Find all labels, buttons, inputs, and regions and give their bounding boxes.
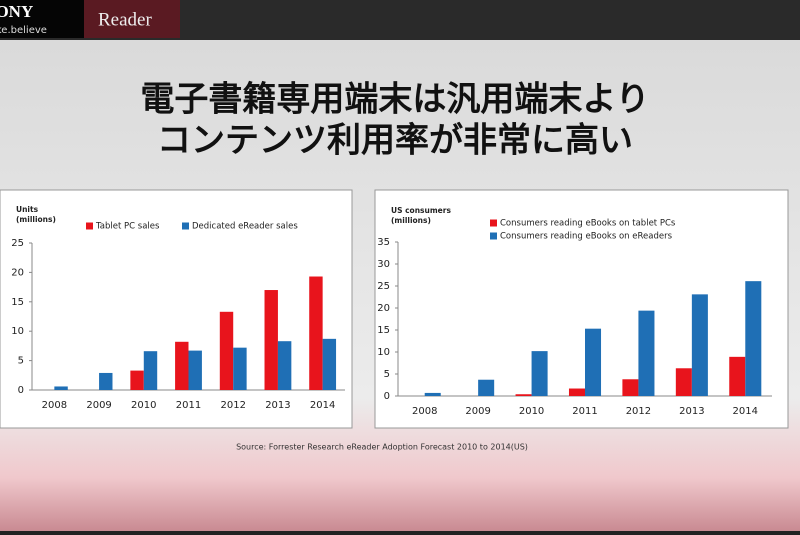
bar (264, 290, 278, 390)
y-axis-label: US consumers (391, 206, 451, 215)
legend-label: Consumers reading eBooks on eReaders (500, 232, 673, 242)
bar (675, 368, 692, 396)
bar (188, 350, 202, 390)
chart-panel (0, 189, 353, 429)
tagline: make.believe (0, 25, 47, 36)
bar (691, 294, 708, 396)
x-tick-label: 2009 (465, 406, 490, 417)
slide-title: コンテンツ利用率が非常に高い (157, 121, 633, 161)
brand-box (0, 0, 84, 38)
bar (277, 341, 292, 390)
x-tick-label: 2013 (679, 406, 704, 417)
legend-label: Tablet PC sales (95, 222, 160, 232)
bar (638, 310, 655, 396)
source-note: Source: Forrester Research eReader Adopt… (236, 443, 528, 452)
x-tick-label: 2009 (86, 400, 111, 411)
x-tick-label: 2011 (572, 406, 597, 417)
y-tick-label: 0 (384, 391, 390, 402)
bar (729, 356, 746, 396)
y-tick-label: 10 (11, 326, 24, 337)
bar (745, 281, 762, 396)
y-tick-label: 20 (11, 267, 24, 278)
y-axis-label: (millions) (16, 215, 56, 224)
x-tick-label: 2012 (626, 406, 651, 417)
bar (622, 379, 639, 396)
product: Reader (98, 9, 152, 30)
y-tick-label: 5 (18, 356, 24, 367)
x-tick-label: 2010 (519, 406, 544, 417)
legend-label: Dedicated eReader sales (192, 222, 298, 232)
legend-swatch (490, 219, 497, 227)
bar (143, 351, 158, 390)
y-tick-label: 15 (377, 325, 390, 336)
x-tick-label: 2008 (42, 400, 67, 411)
y-tick-label: 20 (377, 303, 390, 314)
y-tick-label: 15 (11, 297, 24, 308)
x-tick-label: 2014 (310, 400, 335, 411)
x-tick-label: 2010 (131, 400, 156, 411)
y-axis-label: (millions) (391, 216, 431, 225)
x-tick-label: 2013 (265, 400, 290, 411)
y-tick-label: 10 (377, 347, 390, 358)
slide-title: 電子書籍専用端末は汎用端末より (140, 80, 649, 120)
y-tick-label: 35 (377, 237, 390, 248)
bar (478, 379, 495, 396)
legend-swatch (86, 222, 93, 230)
product-box (84, 0, 180, 38)
x-tick-label: 2012 (220, 400, 245, 411)
bar (322, 338, 337, 390)
legend-swatch (182, 222, 189, 230)
bar (568, 388, 585, 396)
x-tick-label: 2014 (733, 406, 758, 417)
x-tick-label: 2011 (176, 400, 201, 411)
y-tick-label: 25 (377, 281, 390, 292)
y-tick-label: 0 (18, 385, 24, 396)
bar (585, 328, 602, 396)
bar (54, 386, 68, 390)
chart-panel (374, 189, 789, 429)
bar (175, 341, 189, 390)
legend-label: Consumers reading eBooks on tablet PCs (500, 219, 676, 229)
bar (515, 394, 532, 396)
bar (531, 351, 548, 396)
y-axis-label: Units (16, 205, 39, 214)
bar (219, 311, 234, 390)
y-tick-label: 25 (11, 238, 24, 249)
brand: SONY (0, 2, 33, 21)
legend-swatch (490, 232, 497, 240)
x-tick-label: 2008 (412, 406, 437, 417)
bar (130, 370, 144, 390)
bar (309, 276, 323, 390)
y-tick-label: 30 (377, 259, 390, 270)
bar (233, 347, 247, 390)
bar (99, 372, 113, 390)
y-tick-label: 5 (384, 369, 390, 380)
bar (424, 392, 441, 396)
